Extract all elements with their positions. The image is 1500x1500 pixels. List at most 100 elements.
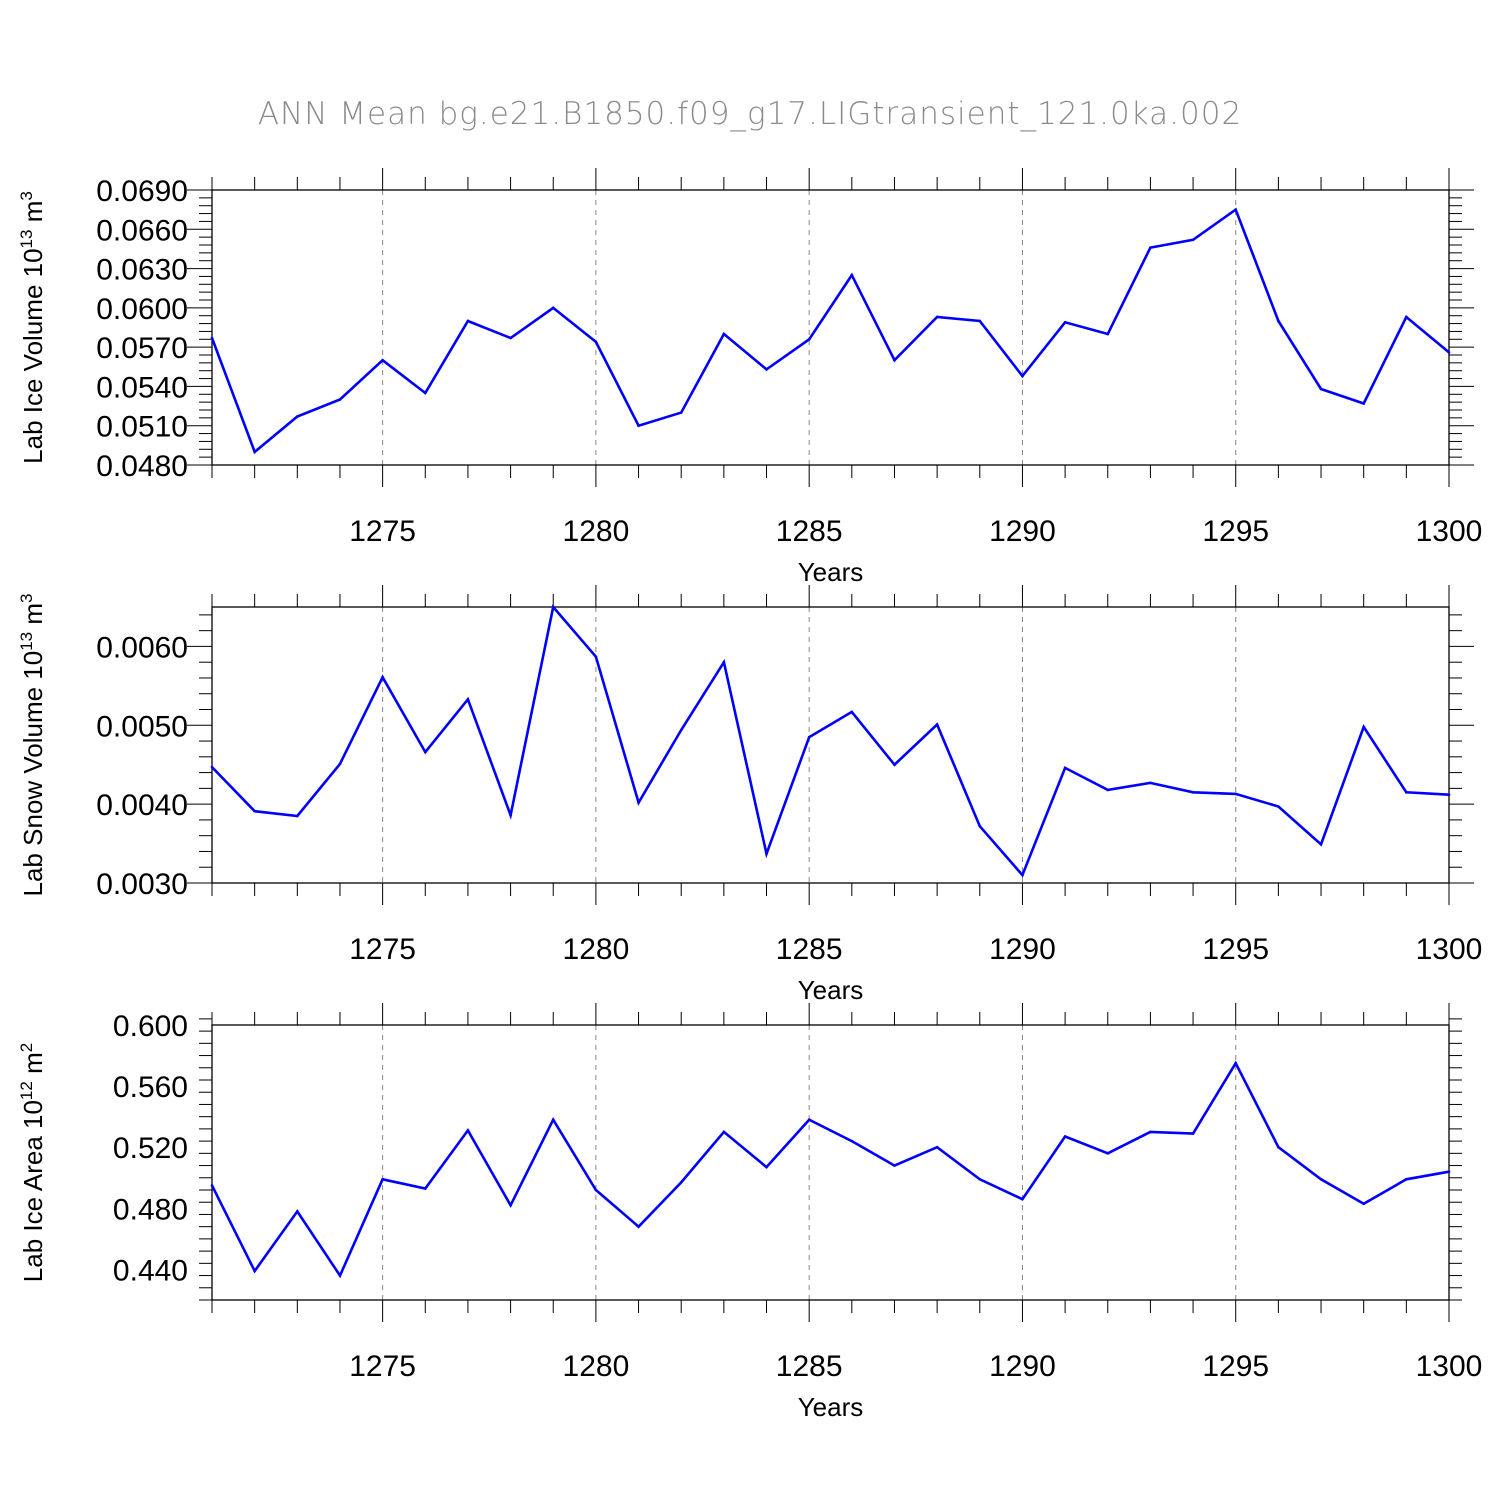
x-tick-label: 1275 (349, 1350, 416, 1383)
y-axis-title-part: Lab Snow Volume 10 (18, 651, 48, 897)
y-tick-label: 0.0600 (96, 293, 188, 326)
chart-panel-2: 0.0030 0.0040 0.0050 0.0060 1275 1280 1285 1290… (17, 585, 1483, 1005)
y-axis-title-part: m (18, 1052, 48, 1081)
data-point (978, 1178, 982, 1181)
plot-frame (211, 189, 1450, 466)
data-point (679, 1181, 683, 1184)
data-point (978, 824, 982, 828)
y-tick-label: 0.560 (113, 1071, 188, 1104)
y-tick-label: 0.0060 (96, 631, 188, 664)
x-axis-title: Years (798, 557, 864, 587)
y-axis-title: Lab Ice Volume 1013 m3 (17, 191, 48, 464)
y-axis-title-superscript: 13 (17, 230, 36, 249)
data-point (722, 1130, 726, 1134)
data-point (1191, 238, 1195, 242)
data-point (679, 728, 683, 732)
data-point (679, 411, 683, 414)
data-point (551, 306, 555, 310)
data-point (893, 763, 896, 767)
data-point (637, 801, 640, 804)
x-tick-label: 1295 (1202, 515, 1269, 548)
x-tick-label: 1285 (776, 1350, 843, 1383)
y-axis-title-superscript: 3 (17, 593, 36, 602)
data-point (1319, 843, 1323, 846)
data-point (1405, 315, 1408, 319)
data-point (296, 415, 299, 418)
data-point (722, 660, 726, 664)
data-point (807, 1118, 811, 1122)
x-tick-label: 1295 (1202, 933, 1269, 966)
y-tick-label: 0.0050 (96, 710, 188, 743)
data-point (296, 814, 299, 818)
y-axis-title-part: Lab Ice Volume 10 (18, 248, 48, 463)
data-point (423, 1187, 427, 1190)
data-point (1319, 1178, 1323, 1181)
y-axis-title-superscript: 2 (17, 1043, 36, 1052)
x-tick-label: 1275 (349, 515, 416, 548)
data-point (551, 605, 555, 609)
y-tick-label: 0.0040 (96, 789, 188, 822)
series-line (210, 1060, 1450, 1279)
plot-frame (211, 1024, 1450, 1301)
series-line (210, 207, 1450, 455)
data-point (381, 1178, 384, 1181)
y-tick-label: 0.0030 (96, 868, 188, 901)
data-point (338, 762, 342, 766)
data-point (1447, 793, 1451, 796)
data-point (850, 273, 854, 277)
data-point (466, 697, 470, 701)
x-tick-label: 1300 (1416, 515, 1483, 548)
data-point (338, 398, 342, 401)
x-tick-label: 1275 (349, 933, 416, 966)
data-point (1405, 1178, 1408, 1181)
data-point (594, 655, 598, 658)
y-axis-title: Lab Ice Area 1012 m2 (17, 1043, 48, 1282)
x-tick-label: 1280 (563, 1350, 630, 1383)
data-point (509, 813, 512, 817)
data-point (722, 332, 726, 336)
data-point (1106, 788, 1110, 792)
y-axis-title-part: Lab Ice Area 10 (18, 1100, 48, 1282)
data-point (1277, 319, 1280, 323)
y-tick-label: 0.480 (113, 1193, 188, 1226)
data-point (1106, 1152, 1110, 1155)
data-point (1277, 1145, 1280, 1149)
data-point (466, 319, 470, 323)
x-tick-label: 1280 (563, 515, 630, 548)
data-point (1063, 320, 1067, 324)
data-point (807, 735, 811, 739)
data-point (296, 1210, 299, 1213)
data-point (210, 765, 214, 769)
data-point (850, 710, 854, 714)
data-point (1447, 1170, 1451, 1173)
data-point (765, 852, 768, 856)
data-point (338, 1274, 342, 1277)
data-point (551, 1118, 555, 1122)
x-tick-label: 1290 (989, 1350, 1056, 1383)
data-point (253, 450, 256, 454)
x-tick-label: 1290 (989, 515, 1056, 548)
y-axis-title-superscript: 3 (17, 191, 36, 200)
data-point (1191, 791, 1195, 794)
y-tick-label: 0.520 (113, 1132, 188, 1165)
chart-panel-3: 0.440 0.480 0.520 0.560 0.600 1275 1280 1285 129… (17, 1003, 1482, 1422)
data-point (210, 1184, 214, 1187)
y-tick-label: 0.0540 (96, 371, 188, 404)
data-point (637, 424, 640, 428)
data-point (1447, 351, 1451, 354)
x-tick-label: 1285 (776, 515, 843, 548)
x-axis-title: Years (798, 1392, 864, 1422)
data-point (1362, 1202, 1365, 1206)
x-axis-title: Years (798, 975, 864, 1005)
x-tick-label: 1300 (1416, 933, 1483, 966)
data-point (423, 391, 427, 395)
data-point (253, 1269, 256, 1273)
y-tick-label: 0.0570 (96, 332, 188, 365)
y-tick-label: 0.0630 (96, 254, 188, 287)
data-point (1277, 805, 1280, 808)
data-point (253, 809, 256, 813)
data-point (381, 675, 384, 679)
data-point (1234, 1061, 1238, 1065)
data-point (765, 368, 768, 371)
